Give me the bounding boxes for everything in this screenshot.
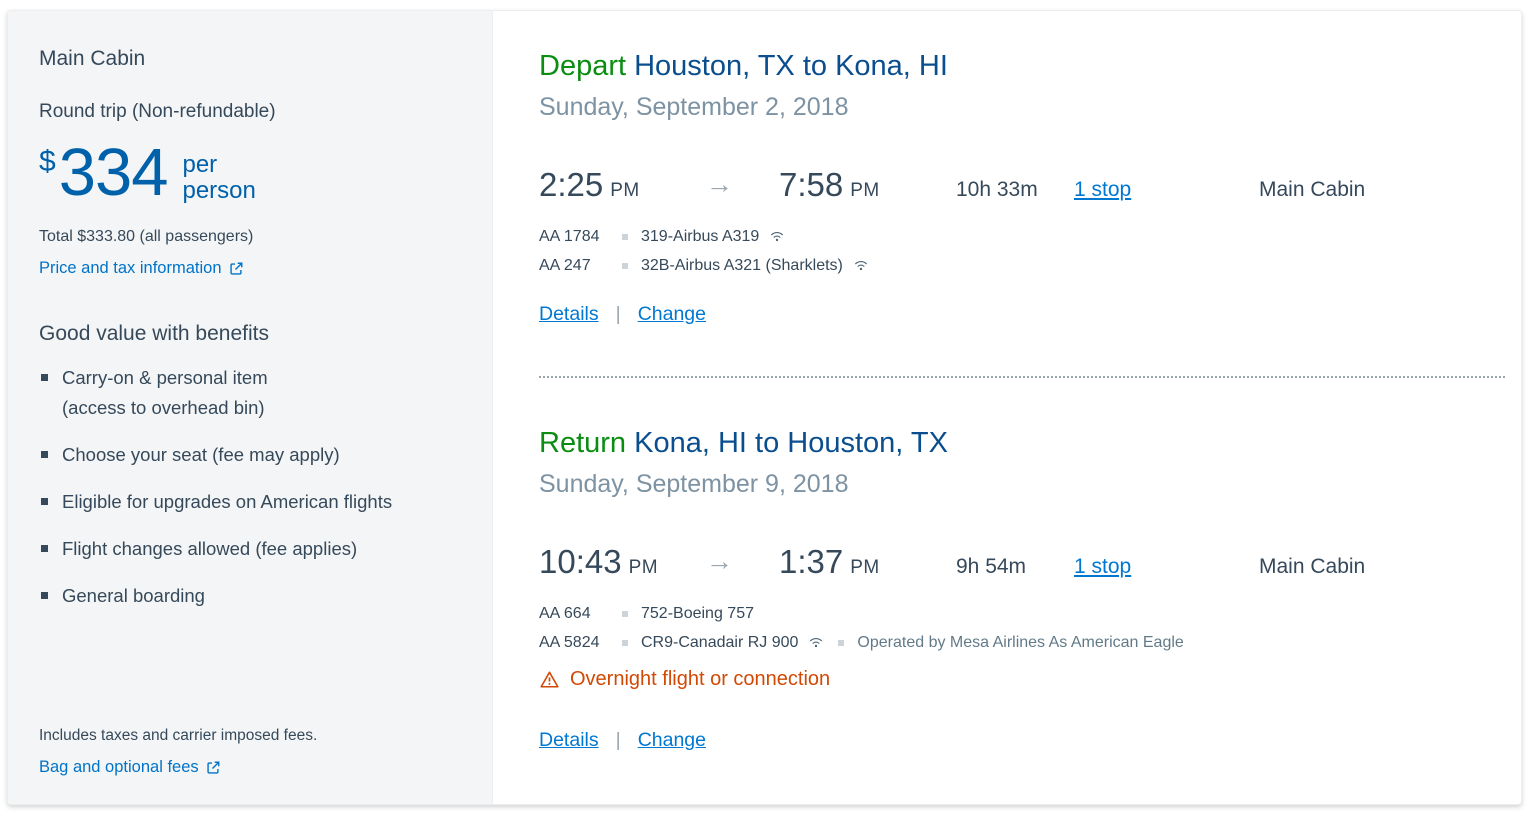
return-segments: AA 664 752-Boeing 757 AA 5824 CR9-Canada… — [539, 605, 1505, 652]
benefit-text: Flight changes allowed (fee applies) — [62, 538, 358, 559]
details-link[interactable]: Details — [539, 728, 599, 751]
segment-row: AA 247 32B-Airbus A321 (Sharklets) — [539, 257, 1505, 275]
depart-route: Houston, TX to Kona, HI — [634, 50, 948, 82]
return-label: Return — [539, 426, 627, 459]
separator-square-icon — [622, 262, 628, 269]
change-link[interactable]: Change — [637, 302, 706, 325]
square-bullet-icon — [41, 592, 48, 599]
benefit-text-line2: (access to overhead bin) — [62, 397, 265, 418]
operated-by-text: Operated by Mesa Airlines As American Ea… — [857, 633, 1184, 651]
arrow-right-icon: → — [706, 169, 733, 200]
flight-number: AA 247 — [539, 256, 591, 274]
flight-number: AA 1784 — [539, 227, 600, 245]
return-heading: Return Kona, HI to Houston, TX — [539, 426, 1505, 461]
change-link[interactable]: Change — [637, 728, 706, 751]
separator-square-icon — [622, 610, 628, 617]
return-actions: Details | Change — [539, 729, 1505, 752]
flight-details-panel: Depart Houston, TX to Kona, HI Sunday, S… — [493, 11, 1521, 804]
price-tax-link[interactable]: Price and tax information — [39, 259, 244, 278]
flight-number: AA 5824 — [539, 633, 600, 651]
fare-and-flights-card: Main Cabin Round trip (Non-refundable) $… — [7, 10, 1522, 805]
arrival-time: 7:58 PM — [779, 165, 880, 203]
square-bullet-icon — [41, 374, 48, 381]
square-bullet-icon — [41, 498, 48, 505]
flight-duration: 10h 33m — [956, 177, 1038, 201]
fare-summary-sidebar: Main Cabin Round trip (Non-refundable) $… — [8, 11, 493, 804]
departure-time: 2:25 PM — [539, 165, 640, 203]
details-link[interactable]: Details — [539, 302, 599, 325]
arrow-right-icon: → — [706, 546, 733, 577]
segment-row: AA 5824 CR9-Canadair RJ 900 Operated by … — [539, 634, 1505, 652]
warning-text: Overnight flight or connection — [570, 667, 831, 690]
trip-type-label: Round trip (Non-refundable) — [39, 101, 276, 122]
separator-square-icon — [622, 639, 628, 646]
benefit-item: Flight changes allowed (fee applies) — [39, 534, 458, 564]
aircraft-type: 32B-Airbus A321 (Sharklets) — [641, 256, 843, 274]
cabin-title: Main Cabin — [39, 47, 146, 70]
currency-symbol: $ — [39, 145, 56, 178]
cabin-label: Main Cabin — [1259, 177, 1366, 201]
cabin-label: Main Cabin — [1259, 554, 1366, 578]
dotted-divider — [539, 375, 1505, 378]
depart-actions: Details | Change — [539, 303, 1505, 326]
square-bullet-icon — [41, 451, 48, 458]
link-divider: | — [615, 302, 621, 325]
benefit-item: Eligible for upgrades on American flight… — [39, 487, 458, 517]
separator-square-icon — [838, 639, 845, 646]
fees-note: Includes taxes and carrier imposed fees. — [39, 727, 318, 744]
price-tax-link-label: Price and tax information — [39, 259, 222, 277]
stops-link[interactable]: 1 stop — [1074, 177, 1132, 201]
aircraft-type: 319-Airbus A319 — [641, 227, 760, 245]
bag-fees-link-label: Bag and optional fees — [39, 758, 199, 776]
square-bullet-icon — [41, 545, 48, 552]
benefits-title: Good value with benefits — [39, 322, 269, 345]
external-link-icon — [229, 262, 242, 275]
flight-number: AA 664 — [539, 604, 591, 622]
link-divider: | — [615, 728, 621, 751]
return-section: Return Kona, HI to Houston, TX Sunday, S… — [539, 426, 1505, 752]
benefit-item: General boarding — [39, 581, 458, 611]
depart-heading: Depart Houston, TX to Kona, HI — [539, 49, 1505, 84]
return-date: Sunday, September 9, 2018 — [539, 469, 849, 498]
benefit-text: General boarding — [62, 585, 205, 606]
external-link-icon — [207, 761, 220, 774]
total-price-text: Total $333.80 (all passengers) — [39, 228, 254, 245]
warning-icon — [540, 671, 559, 688]
segment-row: AA 1784 319-Airbus A319 — [539, 228, 1505, 246]
benefit-item: Carry-on & personal item (access to over… — [39, 363, 458, 423]
separator-square-icon — [622, 233, 628, 240]
per-word: per — [182, 151, 218, 178]
departure-time: 10:43 PM — [539, 542, 659, 580]
benefit-text: Choose your seat (fee may apply) — [62, 444, 340, 465]
benefit-item: Choose your seat (fee may apply) — [39, 440, 458, 470]
aircraft-type: 752-Boeing 757 — [641, 604, 754, 622]
price-amount: 334 — [58, 135, 169, 210]
wifi-icon — [854, 260, 867, 270]
person-word: person — [182, 177, 256, 204]
benefit-text: Eligible for upgrades on American flight… — [62, 491, 393, 512]
depart-segments: AA 1784 319-Airbus A319 AA 247 32B-Airbu… — [539, 228, 1505, 275]
return-time-row: 10:43 PM → 1:37 PM 9h 54m 1 stop Main Cabi… — [539, 543, 1505, 581]
depart-label: Depart — [539, 50, 627, 82]
stops-link[interactable]: 1 stop — [1074, 554, 1132, 578]
price-per-person: $ 334 per person — [39, 139, 458, 206]
segment-row: AA 664 752-Boeing 757 — [539, 605, 1505, 623]
per-person-label: per person — [182, 152, 255, 204]
return-route: Kona, HI to Houston, TX — [634, 426, 948, 459]
benefits-list: Carry-on & personal item (access to over… — [39, 363, 458, 611]
aircraft-type: CR9-Canadair RJ 900 — [641, 633, 799, 651]
arrival-time: 1:37 PM — [779, 542, 880, 580]
depart-time-row: 2:25 PM → 7:58 PM 10h 33m 1 stop Main Cabi… — [539, 166, 1505, 204]
benefit-text: Carry-on & personal item — [62, 367, 268, 388]
overnight-warning: Overnight flight or connection — [539, 668, 1505, 691]
wifi-icon — [810, 637, 823, 647]
wifi-icon — [771, 231, 784, 241]
depart-section: Depart Houston, TX to Kona, HI Sunday, S… — [539, 49, 1505, 326]
bag-fees-link[interactable]: Bag and optional fees — [39, 758, 221, 777]
depart-date: Sunday, September 2, 2018 — [539, 92, 849, 121]
flight-duration: 9h 54m — [956, 554, 1027, 578]
